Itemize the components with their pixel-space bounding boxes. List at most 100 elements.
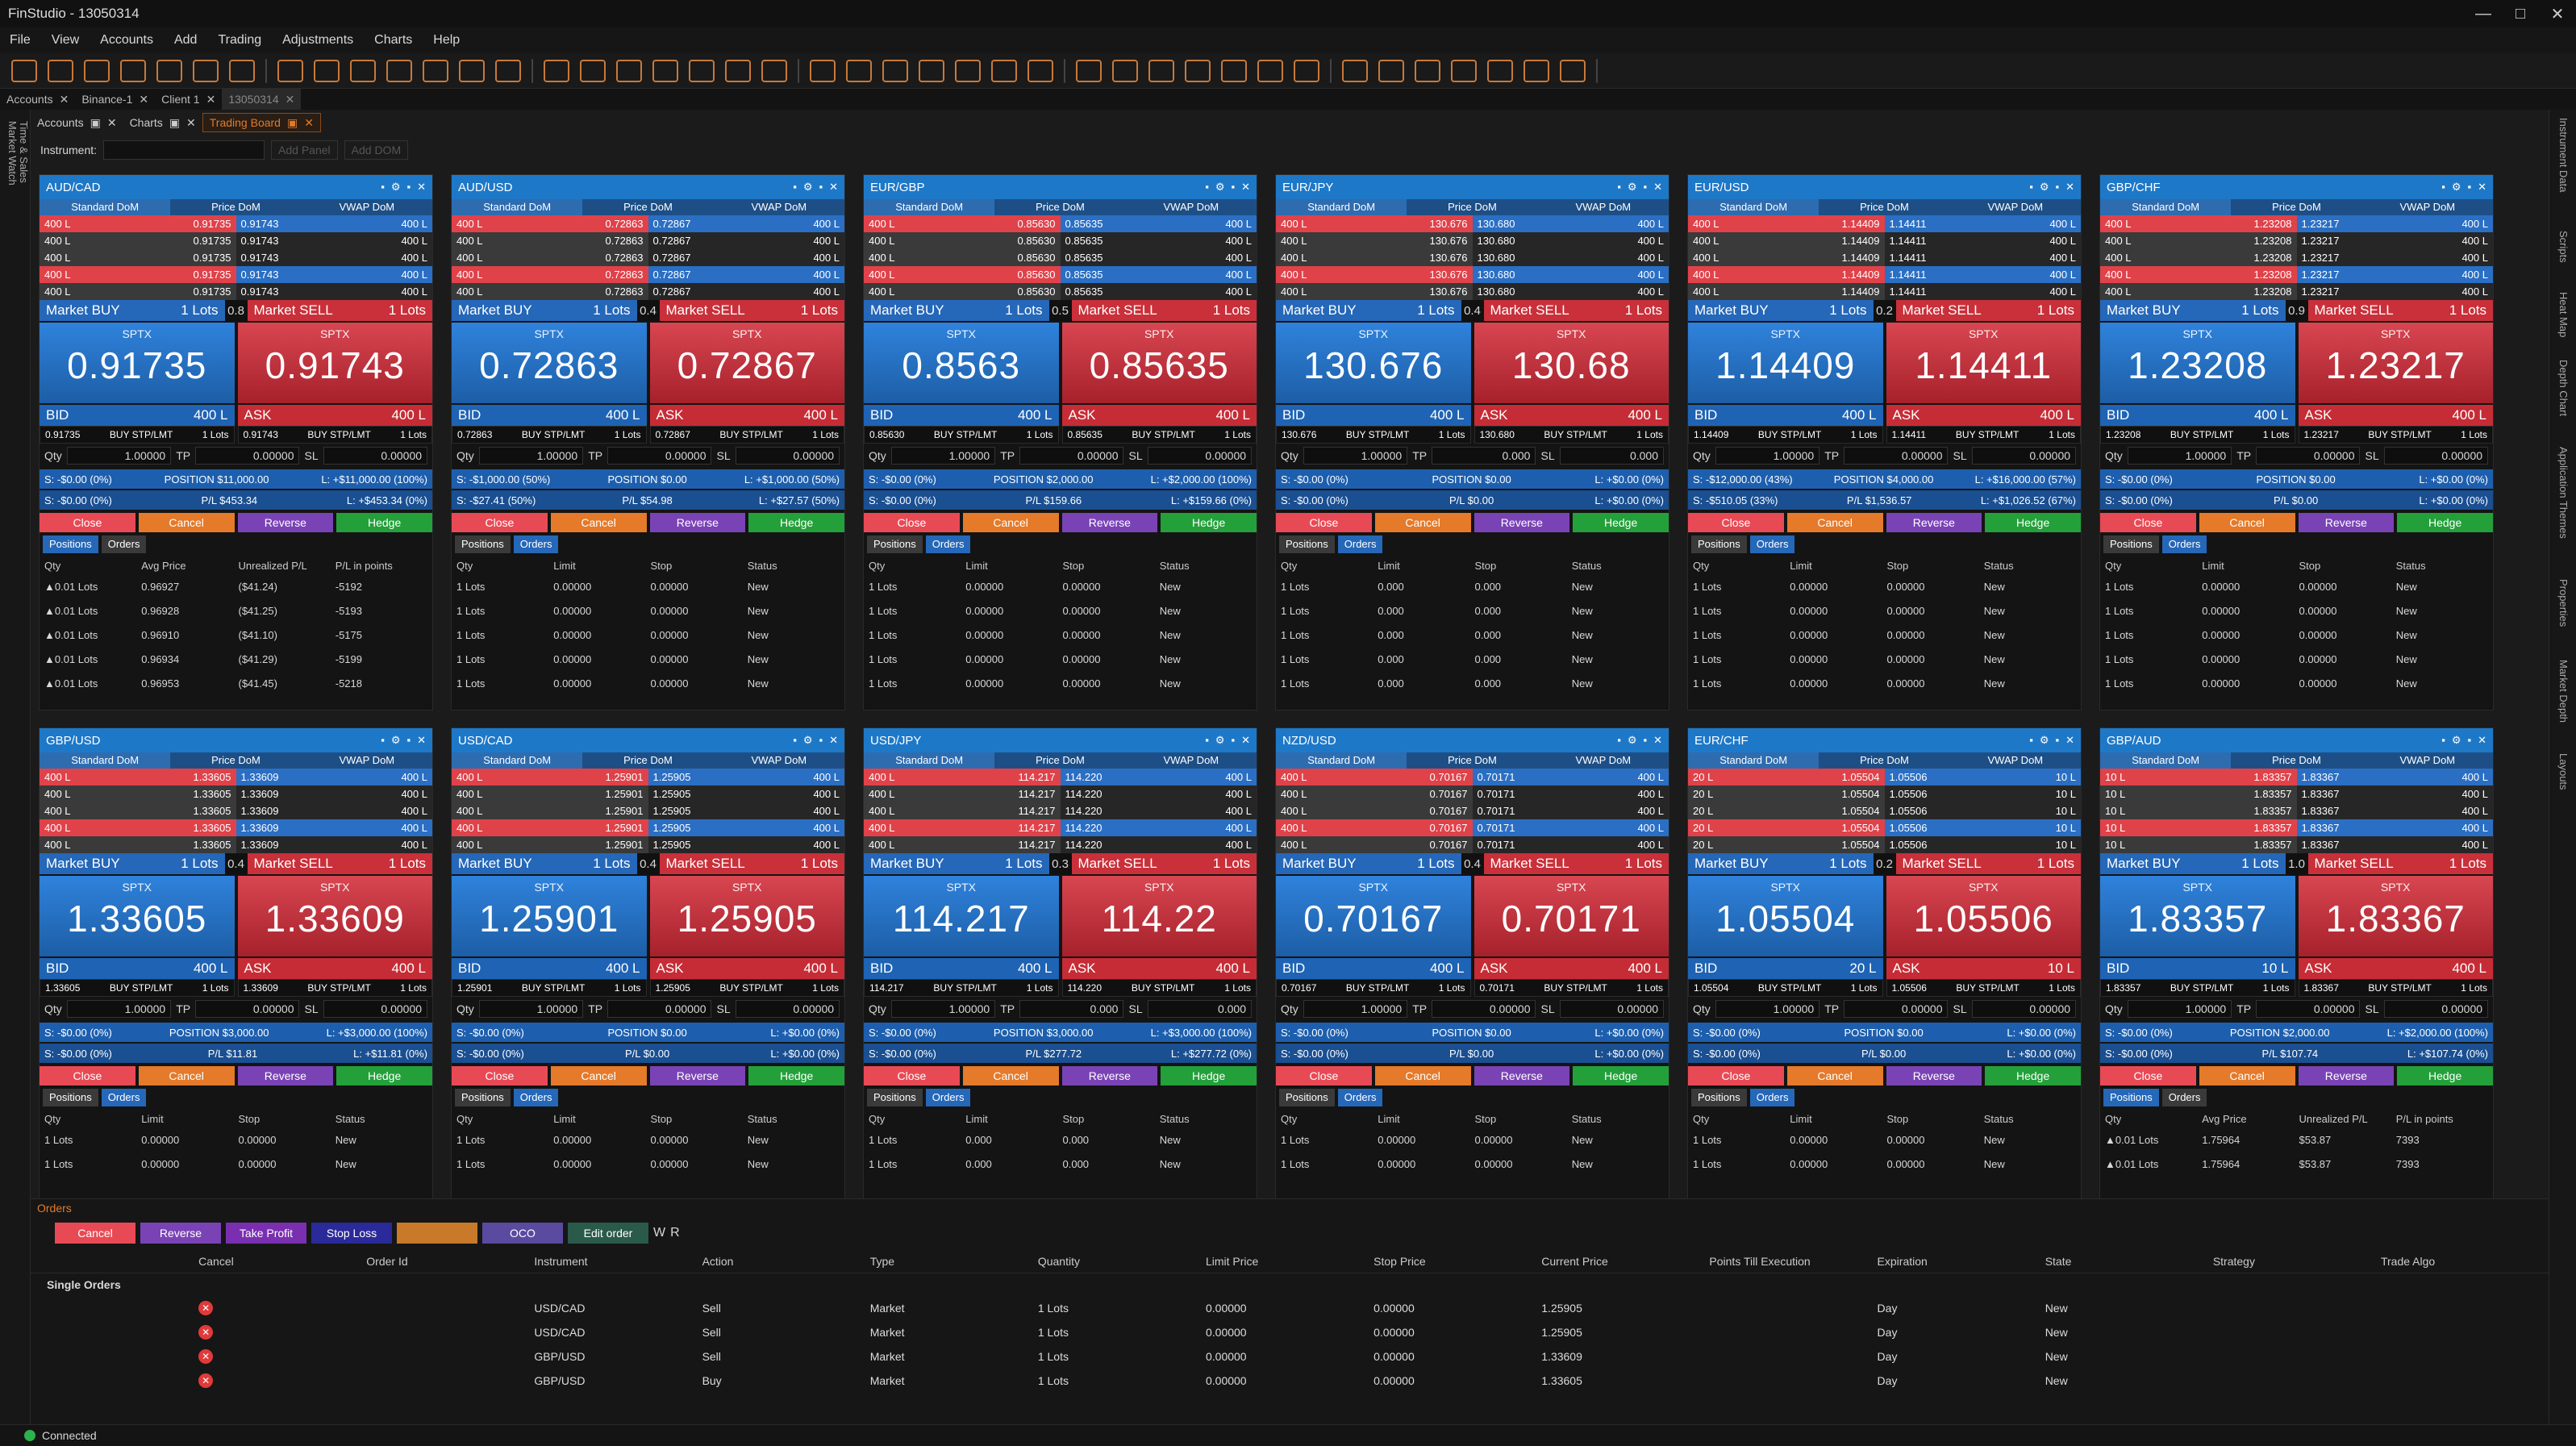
stop-limit-field[interactable]: 1.14409 BUY STP/LMT 1 Lots [1688, 426, 1883, 444]
table-row[interactable]: 1 Lots 0.00000 0.00000 New [40, 1127, 432, 1152]
qty-input[interactable]: 1.00000 [2127, 447, 2232, 465]
qty-input[interactable]: 1.00000 [66, 447, 172, 465]
dom-ask-row[interactable]: 1.05506 10 L [1884, 819, 2081, 836]
tab-positions[interactable]: Positions [2103, 1089, 2159, 1106]
pin-icon[interactable]: ▪ [2055, 181, 2060, 193]
menu-view[interactable]: View [51, 33, 80, 47]
link-icon[interactable]: ▪ [381, 181, 385, 193]
orders-action-button[interactable]: Reverse [140, 1223, 221, 1244]
tab-orders[interactable]: Orders [925, 535, 971, 553]
cancel-orders-button[interactable]: Cancel [550, 1066, 647, 1086]
dom-ask-row[interactable]: 1.33609 400 L [236, 819, 432, 836]
sl-input[interactable]: 0.00000 [1147, 447, 1253, 465]
cancel-orders-button[interactable]: Cancel [962, 513, 1059, 532]
menu-file[interactable]: File [10, 33, 31, 47]
ask-price-tile[interactable]: SPTX 0.91743 [237, 323, 432, 403]
sl-input[interactable]: 0.00000 [735, 447, 840, 465]
market-buy-button[interactable]: Market BUY 1 Lots [452, 300, 637, 321]
dom-bid-row[interactable]: 20 L 1.05504 [1688, 769, 1885, 786]
stop-limit-field[interactable]: 1.05506 BUY STP/LMT 1 Lots [1886, 979, 2081, 997]
dom-bid-row[interactable]: 400 L 1.25901 [452, 836, 648, 853]
pin-icon[interactable]: ▪ [2467, 734, 2472, 746]
instrument-select[interactable] [103, 140, 265, 160]
close-position-button[interactable]: Close [864, 513, 960, 532]
close-icon[interactable]: ✕ [829, 734, 838, 746]
tab-orders[interactable]: Orders [2161, 1089, 2207, 1106]
dom-ask-row[interactable]: 130.680 400 L [1472, 249, 1669, 266]
toolbar-button-icon[interactable] [156, 59, 182, 82]
dom-bid-row[interactable]: 400 L 0.85630 [864, 249, 1061, 266]
table-row[interactable]: 1 Lots 0.00000 0.00000 New [1276, 1127, 1669, 1152]
toolbar-button-icon[interactable] [1487, 59, 1513, 82]
toolbar-button-icon[interactable] [1451, 59, 1477, 82]
market-sell-button[interactable]: Market SELL 1 Lots [2307, 853, 2493, 874]
panel-symbol[interactable]: USD/JPY [870, 733, 922, 748]
market-buy-button[interactable]: Market BUY 1 Lots [1688, 853, 1874, 874]
dom-tab[interactable]: VWAP DoM [1575, 754, 1632, 766]
market-buy-button[interactable]: Market BUY 1 Lots [1276, 300, 1461, 321]
dom-tab[interactable]: Standard DoM [40, 752, 171, 769]
close-position-button[interactable]: Close [2100, 513, 2196, 532]
close-icon[interactable]: ✕ [285, 92, 295, 106]
table-row[interactable]: 1 Lots 0.000 0.000 New [864, 1127, 1257, 1152]
tab-positions[interactable]: Positions [867, 535, 923, 553]
close-icon[interactable]: ✕ [106, 115, 117, 129]
table-row[interactable]: 1 Lots 0.00000 0.00000 New [2100, 647, 2493, 671]
reverse-position-button[interactable]: Reverse [1886, 513, 1982, 532]
tab-orders[interactable]: Orders [1749, 1089, 1795, 1106]
bid-price-tile[interactable]: SPTX 1.33605 [40, 876, 235, 956]
link-icon[interactable]: ▪ [2029, 734, 2033, 746]
panel-symbol[interactable]: AUD/CAD [46, 180, 101, 194]
table-row[interactable]: 1 Lots 0.000 0.000 New [1276, 671, 1669, 695]
table-row[interactable]: 1 Lots 0.00000 0.00000 New [864, 598, 1257, 623]
dom-ask-row[interactable]: 1.14411 400 L [1884, 249, 2081, 266]
dom-bid-row[interactable]: 10 L 1.83357 [2100, 769, 2297, 786]
dom-ask-row[interactable]: 0.72867 400 L [648, 232, 844, 249]
bid-price-tile[interactable]: SPTX 1.23208 [2100, 323, 2295, 403]
qty-input[interactable]: 1.00000 [1715, 447, 1820, 465]
stop-limit-field[interactable]: 1.23208 BUY STP/LMT 1 Lots [2100, 426, 2295, 444]
sl-input[interactable]: 0.00000 [2383, 447, 2489, 465]
panel-symbol[interactable]: GBP/USD [46, 733, 101, 748]
reverse-position-button[interactable]: Reverse [2298, 513, 2395, 532]
close-icon[interactable]: ✕ [417, 734, 426, 746]
dom-bid-row[interactable]: 400 L 1.25901 [452, 786, 648, 802]
sl-input[interactable]: 0.00000 [735, 1000, 840, 1018]
dom-bid-row[interactable]: 400 L 0.70167 [1276, 769, 1473, 786]
dom-bid-row[interactable]: 400 L 114.217 [864, 836, 1061, 853]
dom-tab[interactable]: VWAP DoM [2399, 201, 2456, 213]
dom-bid-row[interactable]: 400 L 0.91735 [40, 283, 236, 300]
tab-positions[interactable]: Positions [43, 1089, 98, 1106]
dom-ask-row[interactable]: 130.680 400 L [1472, 215, 1669, 232]
market-buy-button[interactable]: Market BUY 1 Lots [1688, 300, 1874, 321]
hedge-position-button[interactable]: Hedge [1985, 1066, 2081, 1086]
toolbar-button-icon[interactable] [1560, 59, 1586, 82]
pin-icon[interactable]: ▪ [1643, 181, 1648, 193]
orders-column-header[interactable]: State [2045, 1254, 2072, 1268]
pin-icon[interactable]: ▪ [2055, 734, 2060, 746]
close-icon[interactable]: ✕ [1653, 734, 1662, 746]
toolbar-button-icon[interactable] [350, 59, 376, 82]
table-row[interactable]: 1 Lots 0.00000 0.00000 New [864, 647, 1257, 671]
sidebar-market-depth[interactable]: Market Depth [2557, 660, 2570, 723]
table-row[interactable]: ▲0.01 Lots 0.96910 ($41.10) -5175 [40, 623, 432, 647]
dom-bid-row[interactable]: 400 L 0.70167 [1276, 786, 1473, 802]
dom-ask-row[interactable]: 1.25905 400 L [648, 802, 844, 819]
dom-bid-row[interactable]: 400 L 1.25901 [452, 769, 648, 786]
dom-ask-row[interactable]: 0.85635 400 L [1060, 215, 1257, 232]
toolbar-button-icon[interactable] [277, 59, 303, 82]
dom-bid-row[interactable]: 400 L 130.676 [1276, 266, 1473, 283]
dom-ask-row[interactable]: 1.25905 400 L [648, 836, 844, 853]
sidebar-instrument-data[interactable]: Instrument Data [2557, 118, 2570, 193]
close-position-button[interactable]: Close [452, 513, 548, 532]
hedge-position-button[interactable]: Hedge [748, 513, 844, 532]
dom-bid-row[interactable]: 400 L 114.217 [864, 769, 1061, 786]
ask-price-tile[interactable]: SPTX 1.25905 [649, 876, 844, 956]
orders-column-header[interactable]: Stop Price [1373, 1254, 1426, 1268]
stop-limit-field[interactable]: 0.72863 BUY STP/LMT 1 Lots [452, 426, 647, 444]
toolbar-button-icon[interactable] [1294, 59, 1319, 82]
hedge-position-button[interactable]: Hedge [1161, 1066, 1257, 1086]
pin-icon[interactable]: ▪ [819, 181, 823, 193]
dom-ask-row[interactable]: 1.23217 400 L [2296, 215, 2493, 232]
orders-column-header[interactable]: Trade Algo [2380, 1254, 2436, 1268]
